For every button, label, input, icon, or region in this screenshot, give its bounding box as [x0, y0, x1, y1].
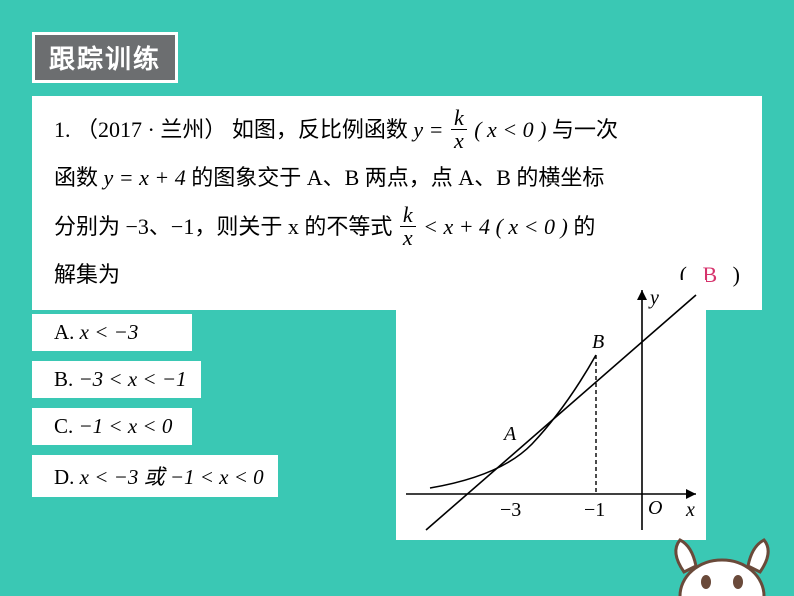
q-line3b: 的	[573, 214, 595, 239]
q-line4: 解集为	[54, 251, 120, 299]
opt-d-label: D.	[54, 465, 74, 489]
cartoon-dog-icon	[676, 540, 768, 596]
eq1-cond: ( x < 0 )	[474, 117, 546, 142]
header-badge: 跟踪训练	[32, 32, 178, 83]
question-panel: 1. （2017 · 兰州） 如图，反比例函数 y = kx ( x < 0 )…	[32, 96, 762, 310]
q-line1b: 与一次	[552, 117, 618, 142]
eq2: y = x + 4	[104, 165, 186, 190]
chart-curve	[430, 355, 596, 488]
origin-label: O	[648, 497, 662, 519]
hyperbola-branch	[430, 355, 596, 488]
ineq-cond: ( x < 0 )	[496, 214, 568, 239]
cartoon-decoration	[662, 532, 782, 596]
eq1-lhs: y =	[413, 117, 449, 142]
x-arrow-icon	[686, 489, 696, 499]
ineq-den: x	[400, 226, 416, 249]
point-B-label: B	[592, 331, 604, 353]
chart-panel: A B −3 −1 O x y	[396, 280, 706, 540]
options-block: A. x < −3 B. −3 < x < −1 C. −1 < x < 0 D…	[32, 314, 278, 507]
option-c: C. −1 < x < 0	[32, 408, 192, 445]
option-a: A. x < −3	[32, 314, 192, 351]
ineq-num: k	[400, 204, 416, 226]
q-number: 1.	[54, 117, 71, 142]
opt-a-text: x < −3	[80, 320, 139, 344]
ineq-fraction: kx	[400, 204, 416, 249]
paren-close: )	[733, 262, 740, 287]
tick-neg1: −1	[584, 499, 605, 521]
x-axis-label: x	[685, 499, 695, 521]
option-b: B. −3 < x < −1	[32, 361, 201, 398]
question-text: 1. （2017 · 兰州） 如图，反比例函数 y = kx ( x < 0 )…	[54, 106, 740, 251]
cartoon-svg	[662, 532, 782, 596]
q-line3a: 分别为 −3、−1，则关于 x 的不等式	[54, 214, 392, 239]
point-A-label: A	[502, 423, 517, 445]
y-axis-label: y	[648, 287, 659, 309]
opt-c-text: −1 < x < 0	[79, 414, 173, 438]
option-d: D. x < −3 或 −1 < x < 0	[32, 455, 278, 497]
ineq-mid: < x + 4	[423, 214, 490, 239]
q-line1a: 如图，反比例函数	[232, 117, 414, 142]
eq1-num: k	[451, 107, 467, 129]
tick-neg3: −3	[500, 499, 521, 521]
opt-c-label: C.	[54, 414, 73, 438]
y-arrow-icon	[637, 290, 647, 300]
eq1-den: x	[451, 129, 467, 152]
opt-a-label: A.	[54, 320, 74, 344]
lower-region: A. x < −3 B. −3 < x < −1 C. −1 < x < 0 D…	[32, 314, 762, 572]
opt-b-text: −3 < x < −1	[79, 367, 187, 391]
q-line2b: 的图象交于 A、B 两点，点 A、B 的横坐标	[191, 165, 604, 190]
q-line2a: 函数	[54, 165, 104, 190]
eq1-fraction: kx	[451, 107, 467, 152]
opt-d-text: x < −3 或 −1 < x < 0	[80, 465, 264, 489]
chart-axes	[406, 290, 696, 530]
chart-svg: A B −3 −1 O x y	[396, 280, 706, 540]
opt-b-label: B.	[54, 367, 73, 391]
header-label: 跟踪训练	[49, 44, 161, 74]
q-source: （2017 · 兰州）	[76, 117, 226, 142]
